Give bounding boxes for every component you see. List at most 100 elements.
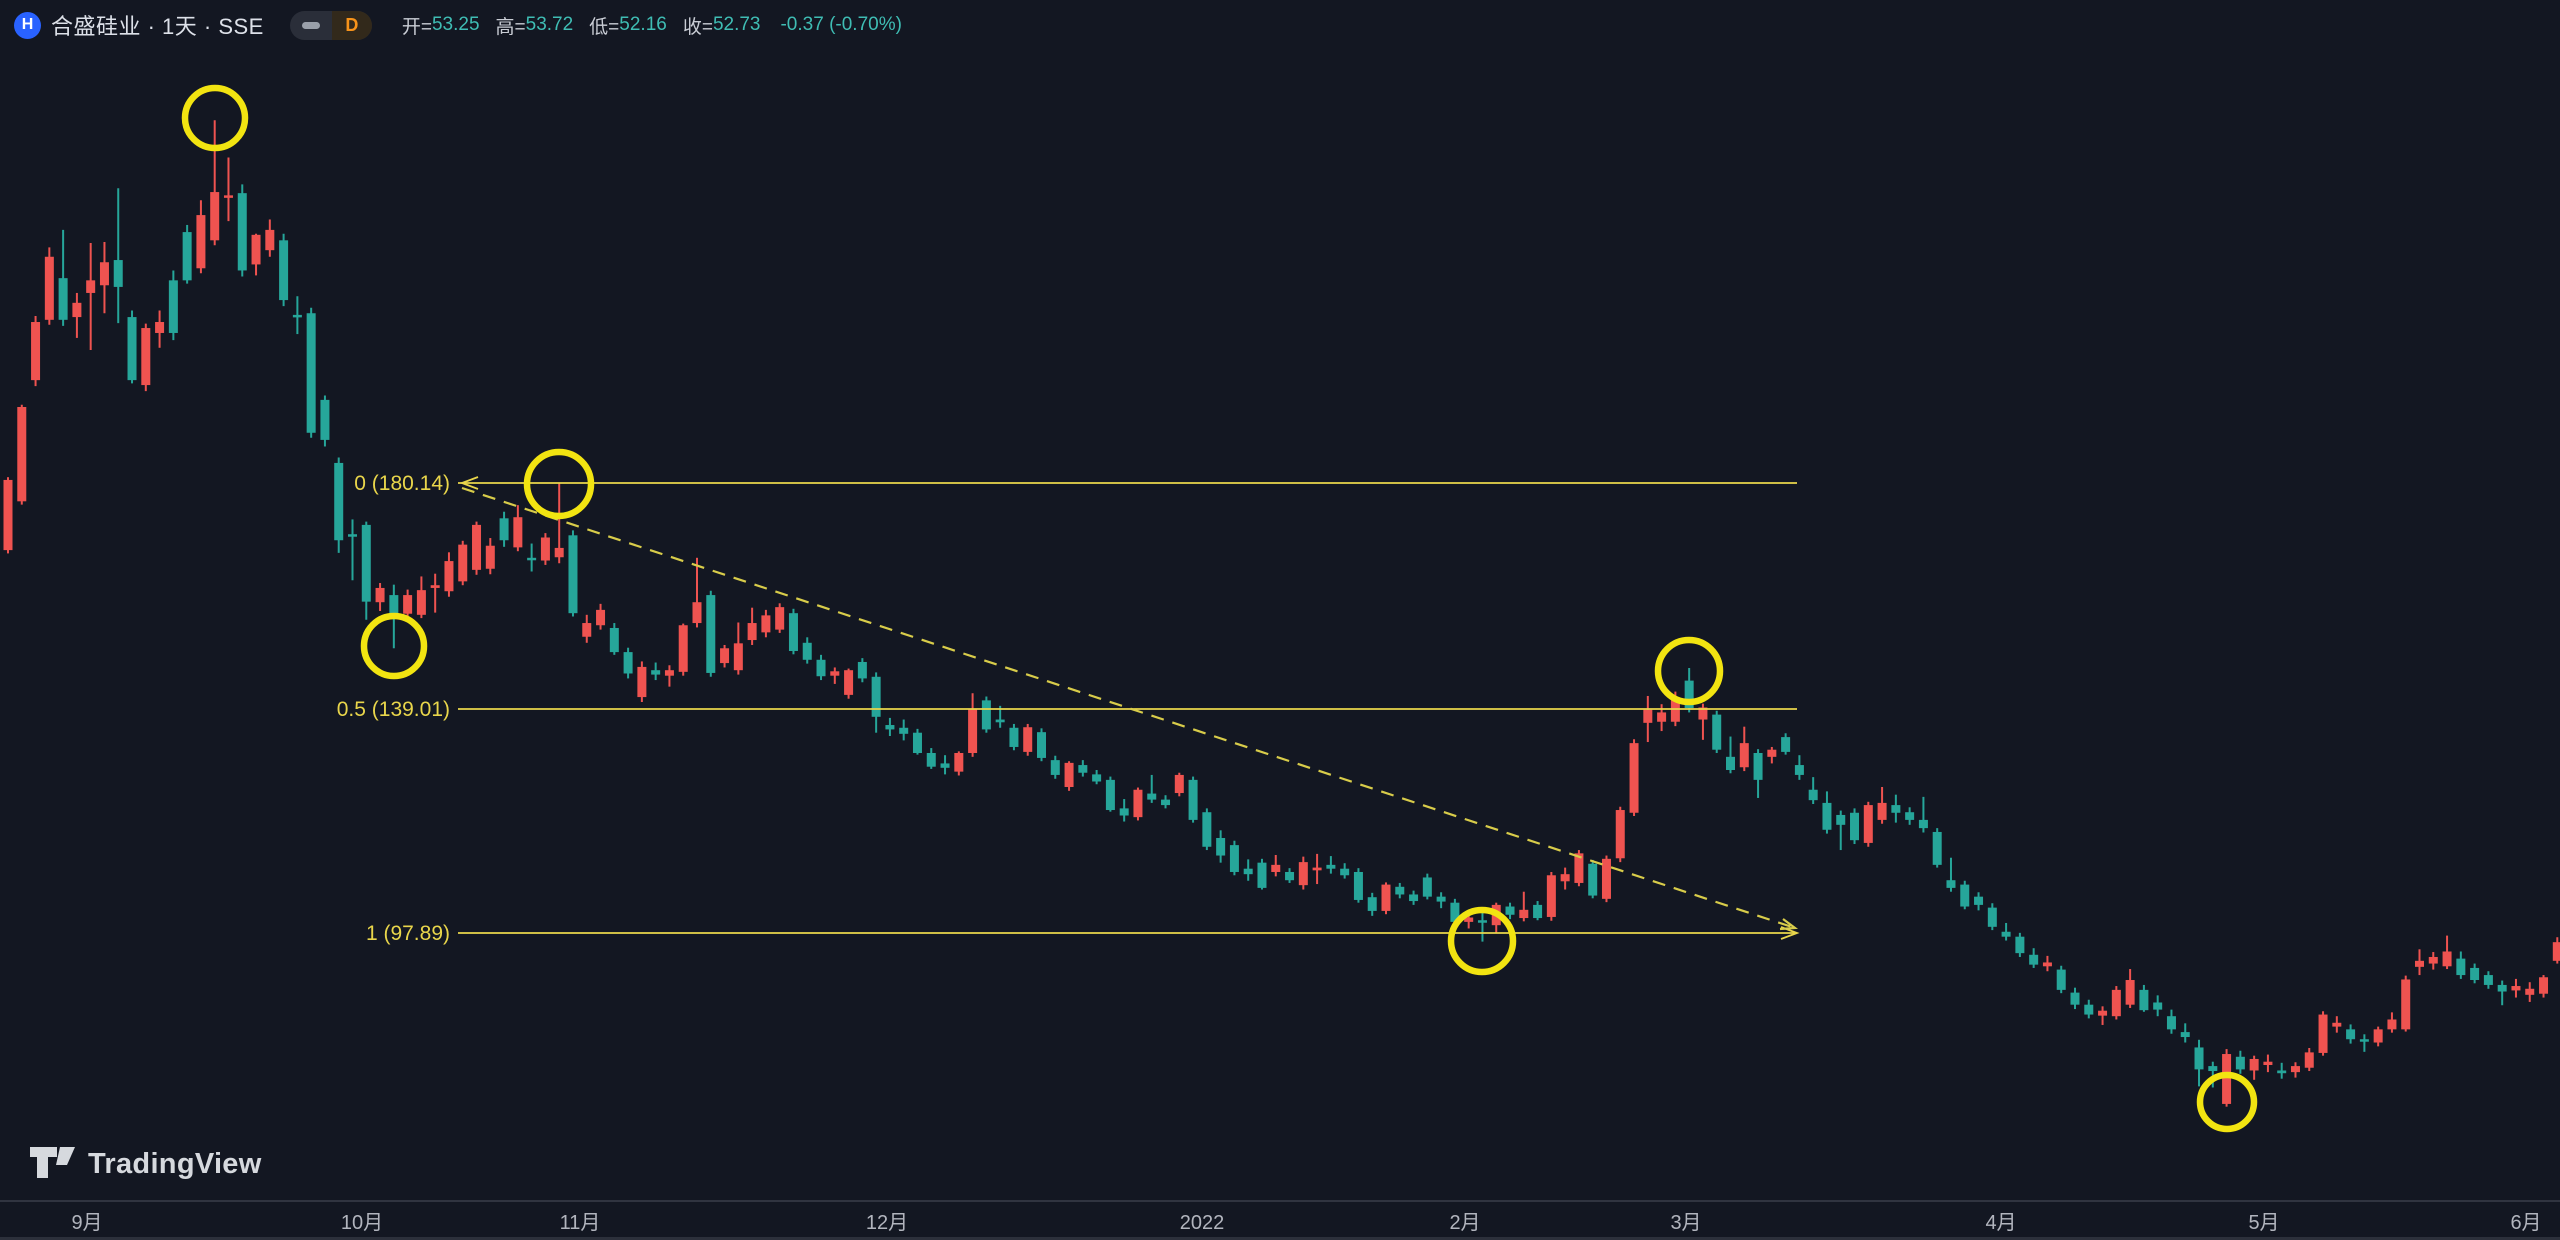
time-axis-label[interactable]: 12月 — [866, 1212, 908, 1234]
candle-body — [2235, 1056, 2245, 1070]
time-axis-label[interactable]: 11月 — [560, 1212, 601, 1234]
open-label: 开= — [401, 16, 432, 38]
candle-body — [527, 557, 537, 561]
candle-body — [623, 652, 633, 674]
highlight-circle[interactable] — [181, 84, 249, 152]
candle-body — [2442, 951, 2452, 967]
tradingview-logo-icon — [30, 1147, 75, 1178]
candle-body — [348, 534, 357, 537]
candle-body — [637, 666, 647, 698]
candle-body — [1781, 737, 1791, 752]
candle-body — [1794, 765, 1804, 775]
candle-body — [692, 602, 702, 624]
candle-body — [2456, 958, 2466, 976]
candle-body — [1298, 862, 1308, 886]
candle-body — [1560, 874, 1570, 882]
time-axis-label[interactable]: 2月 — [1449, 1212, 1480, 1234]
interval-badge[interactable]: D — [331, 10, 372, 40]
candle-body — [155, 322, 165, 333]
candle-body — [44, 256, 54, 320]
candle-body — [237, 193, 247, 271]
candle-body — [1064, 762, 1074, 787]
candle-body — [885, 725, 895, 730]
candle-body — [664, 670, 674, 676]
candle-body — [2304, 1052, 2314, 1068]
candle-body — [1932, 831, 1942, 865]
highlight-circle[interactable] — [523, 448, 595, 520]
candle-body — [1505, 906, 1515, 915]
candle-body — [168, 280, 178, 333]
low-label: 低= — [589, 16, 620, 38]
candle-body — [981, 700, 991, 730]
high-label: 高= — [495, 16, 526, 38]
candle-body — [2511, 986, 2521, 991]
candle-body — [540, 537, 550, 561]
fib-extend-left-arrow-icon — [459, 476, 479, 490]
candle-body — [320, 399, 330, 440]
trendline[interactable] — [461, 486, 1796, 930]
candle-body — [513, 517, 523, 548]
time-axis-label[interactable]: 5月 — [2248, 1212, 2279, 1234]
time-axis-label[interactable]: 3月 — [1670, 1212, 1701, 1234]
candle-body — [72, 302, 82, 318]
candle-body — [2318, 1014, 2328, 1053]
time-axis-label[interactable]: 6月 — [2510, 1212, 2541, 1234]
time-axis-label[interactable]: 2022 — [1180, 1212, 1225, 1234]
candle-body — [251, 234, 261, 265]
candle-body — [1684, 680, 1694, 709]
time-axis-label[interactable]: 9月 — [71, 1212, 102, 1234]
candle-body — [733, 643, 743, 671]
candle-body — [871, 676, 881, 717]
candle-body — [2263, 1061, 2273, 1065]
candle-body — [2180, 1032, 2190, 1038]
candle-body — [485, 545, 495, 569]
candle-body — [1023, 727, 1033, 752]
candle-body — [1285, 871, 1295, 881]
candle-body — [1353, 871, 1363, 900]
highlight-circle[interactable] — [2196, 1071, 2258, 1133]
highlight-circle[interactable] — [1447, 906, 1517, 976]
candle-body — [1670, 699, 1680, 722]
collapse-dash-icon[interactable] — [290, 11, 332, 40]
candle-body — [1643, 709, 1653, 723]
candle-body — [995, 719, 1005, 723]
candle-body — [2359, 1039, 2369, 1042]
symbol-title[interactable]: 合盛硅业 · 1天 · SSE — [51, 14, 264, 39]
interval-toggle[interactable]: D — [289, 10, 372, 40]
candle-body — [2015, 936, 2025, 954]
candle-body — [2042, 962, 2052, 967]
candle-body — [1092, 774, 1102, 782]
window-bottom-edge — [0, 1237, 2560, 1240]
candle-body — [196, 215, 206, 269]
candle-body — [430, 585, 440, 588]
candle-body — [2483, 975, 2493, 985]
candle-body — [416, 590, 426, 615]
candle-body — [31, 322, 41, 381]
time-axis[interactable]: 9月 10月 11月 12月 2022 2月 3月 4月 5月 6月 — [71, 1212, 2541, 1234]
candle-body — [99, 262, 109, 286]
candle-body — [1918, 819, 1928, 829]
candle-body — [1533, 904, 1543, 919]
candle-body — [1174, 774, 1184, 794]
candle-body — [940, 763, 950, 768]
time-axis-label[interactable]: 10月 — [341, 1212, 383, 1234]
candle-body — [2084, 1004, 2094, 1015]
candle-body — [1436, 896, 1446, 902]
candle-body — [444, 561, 454, 592]
fib-level-label: 0.5 (139.01) — [337, 698, 450, 721]
candle-body — [2387, 1019, 2397, 1030]
candle-body — [2249, 1058, 2259, 1071]
candle-body — [1161, 799, 1171, 806]
tradingview-logo[interactable]: TradingView — [30, 1146, 262, 1182]
highlight-circle[interactable] — [360, 612, 428, 680]
candle-body — [1271, 864, 1281, 872]
candle-body — [1850, 812, 1860, 841]
candle-body — [899, 727, 909, 734]
candle-body — [2552, 942, 2560, 961]
candle-body — [3, 479, 13, 551]
highlight-circle[interactable] — [1654, 636, 1724, 706]
symbol-logo[interactable]: H — [14, 11, 41, 39]
tradingview-logo-text: TradingView — [88, 1147, 262, 1180]
time-axis-label[interactable]: 4月 — [1985, 1212, 2016, 1234]
